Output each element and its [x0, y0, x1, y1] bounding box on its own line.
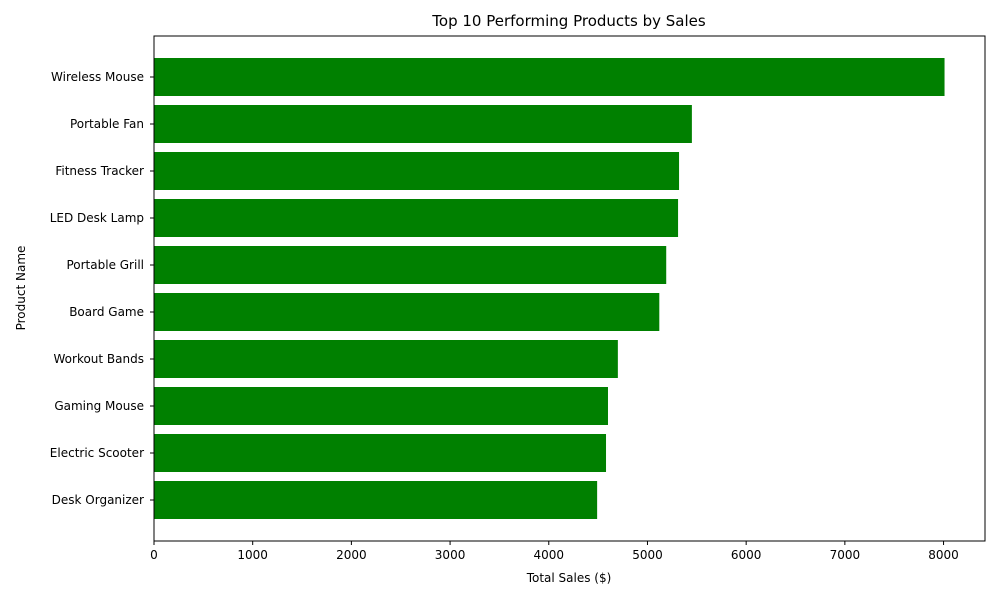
bar: [154, 105, 692, 143]
y-tick-label: LED Desk Lamp: [50, 211, 144, 225]
y-tick-label: Board Game: [69, 305, 144, 319]
y-tick-label: Desk Organizer: [52, 493, 144, 507]
x-tick-label: 4000: [534, 548, 565, 562]
bar: [154, 387, 608, 425]
bar: [154, 434, 607, 472]
y-tick-label: Gaming Mouse: [54, 399, 144, 413]
x-tick-label: 0: [150, 548, 158, 562]
bar: [154, 199, 679, 237]
bar: [154, 58, 945, 96]
x-axis-title: Total Sales ($): [526, 571, 612, 585]
bar: [154, 246, 667, 284]
x-tick-label: 5000: [632, 548, 663, 562]
chart-title: Top 10 Performing Products by Sales: [431, 12, 706, 30]
plot-frame: [153, 35, 986, 542]
x-tick-label: 8000: [928, 548, 959, 562]
y-tick-label: Portable Fan: [70, 117, 144, 131]
bar: [154, 340, 618, 378]
y-tick-label: Workout Bands: [54, 352, 145, 366]
bar: [154, 481, 598, 519]
x-ticks-layer: 0 1000 2000 3000 4000 5000 6000 7000 8000: [150, 541, 959, 562]
x-tick-label: 6000: [731, 548, 762, 562]
x-tick-label: 7000: [830, 548, 861, 562]
y-tick-label: Portable Grill: [66, 258, 144, 272]
x-tick-label: 1000: [237, 548, 268, 562]
bar: [154, 152, 680, 190]
x-tick-label: 2000: [336, 548, 367, 562]
y-ticks-layer: Wireless Mouse Portable Fan Fitness Tracke…: [50, 70, 154, 507]
bar: [154, 293, 660, 331]
y-tick-label: Wireless Mouse: [51, 70, 144, 84]
y-axis-title: Product Name: [14, 246, 28, 331]
y-tick-label: Electric Scooter: [50, 446, 144, 460]
axes-layer: [153, 35, 986, 542]
x-tick-label: 3000: [435, 548, 466, 562]
bars-layer: [154, 58, 945, 519]
y-tick-label: Fitness Tracker: [55, 164, 144, 178]
